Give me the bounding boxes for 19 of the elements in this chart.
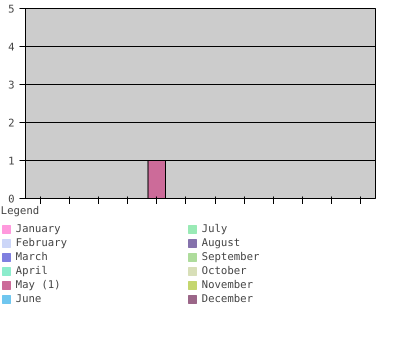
legend-label: August — [202, 236, 242, 249]
legend-label: April — [16, 264, 49, 277]
legend-label: September — [202, 250, 260, 263]
y-tick-label: 5 — [8, 2, 15, 16]
legend-label: July — [202, 222, 228, 235]
y-tick-label: 2 — [8, 116, 15, 130]
legend-label: November — [202, 278, 254, 291]
legend-title: Legend — [0, 204, 40, 217]
legend-label: December — [202, 292, 254, 305]
legend-label: January — [16, 222, 62, 235]
legend-label: February — [16, 236, 68, 249]
y-tick-label: 4 — [8, 40, 15, 54]
y-tick-label: 1 — [8, 154, 15, 168]
y-tick-label: 0 — [8, 192, 15, 206]
legend-label: October — [202, 264, 248, 277]
legend-label: June — [16, 292, 42, 305]
legend-label: March — [16, 250, 49, 263]
legend-label: May (1) — [16, 278, 62, 291]
y-tick-label: 3 — [8, 78, 15, 92]
